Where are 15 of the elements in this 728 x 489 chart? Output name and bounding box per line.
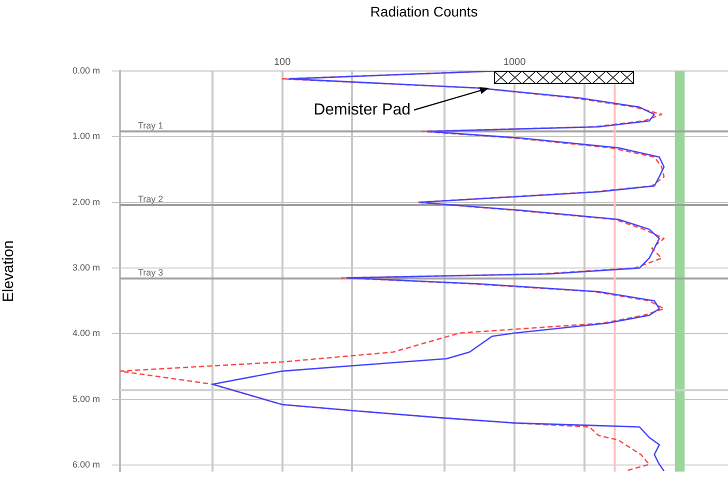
annotation: Demister Pad [314,101,410,118]
y-tick-label: 6.00 m [72,460,100,470]
x-axis-title: Radiation Counts [370,3,478,20]
y-tick-label: 5.00 m [72,394,100,404]
y-tick-label: 4.00 m [72,328,100,338]
y-tick-label: 0.00 m [72,65,100,76]
x-tick-label: 1000 [503,56,526,68]
y-axis-title: Elevation [0,240,18,302]
y-tick-label: 2.00 m [72,196,100,207]
ref-line-label: Tray 1 [138,120,164,130]
y-tick-label: 1.00 m [72,131,100,142]
y-tick-label: 3.00 m [72,262,100,272]
x-tick-label: 100 [274,56,292,68]
ref-line-label: Tray 3 [138,268,164,278]
ref-line-label: Tray 2 [138,194,164,204]
